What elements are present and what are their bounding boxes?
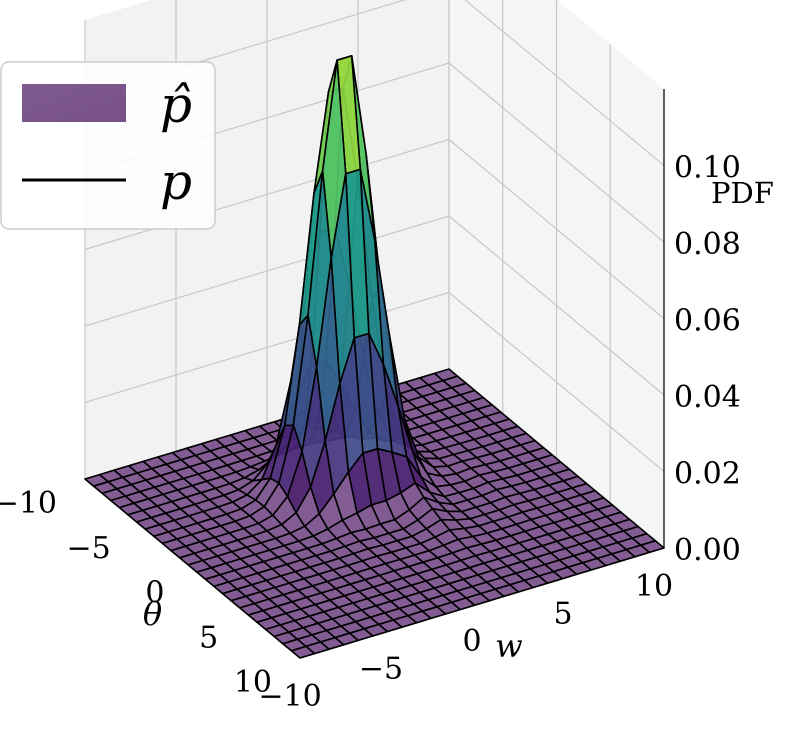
side-gridline-z — [448, 62, 665, 243]
w-tick-label: 0 — [462, 624, 481, 659]
z-tick-label: 0.10 — [674, 151, 741, 186]
w-tick-label: 10 — [635, 569, 673, 604]
theta-tick-label: −5 — [67, 531, 111, 566]
tick-labels: −10−50510−10−505100.000.020.040.060.080.… — [0, 151, 741, 715]
legend-label-p: p — [160, 153, 192, 211]
side-gridline-z — [448, 139, 665, 319]
side-gridline-z — [464, 0, 665, 166]
theta-tick-label: 10 — [234, 665, 272, 700]
legend-label-phat: p̂ — [160, 76, 192, 134]
back-gridline-z — [84, 291, 450, 404]
w-tick-label: −10 — [258, 679, 321, 714]
back-gridline-z — [84, 215, 450, 327]
z-tick-label: 0.00 — [674, 533, 741, 568]
w-tick-label: −5 — [359, 652, 403, 687]
side-gridline-z — [448, 215, 665, 396]
z-tick-label: 0.02 — [674, 457, 741, 492]
theta-axis-label: θ — [143, 595, 162, 633]
theta-tick-label: −10 — [0, 486, 57, 521]
theta-tick-label: 0 — [145, 576, 164, 611]
theta-tick-label: 5 — [199, 620, 218, 655]
legend: p̂ p — [0, 61, 216, 230]
z-tick-label: 0.04 — [674, 380, 741, 415]
back-gridline-z — [84, 138, 450, 251]
w-tick-label: 5 — [553, 597, 572, 632]
theta-axis-line — [84, 478, 301, 659]
axis-lines — [84, 89, 665, 659]
z-tick-label: 0.06 — [674, 304, 741, 339]
z-tick-label: 0.08 — [674, 227, 741, 262]
z-axis-label: PDF — [711, 176, 774, 210]
w-axis-label: w — [495, 627, 522, 665]
pdf-surface — [84, 54, 665, 659]
w-axis-line — [299, 547, 665, 659]
legend-swatch-surface — [22, 84, 126, 122]
side-gridline-z — [448, 292, 665, 472]
